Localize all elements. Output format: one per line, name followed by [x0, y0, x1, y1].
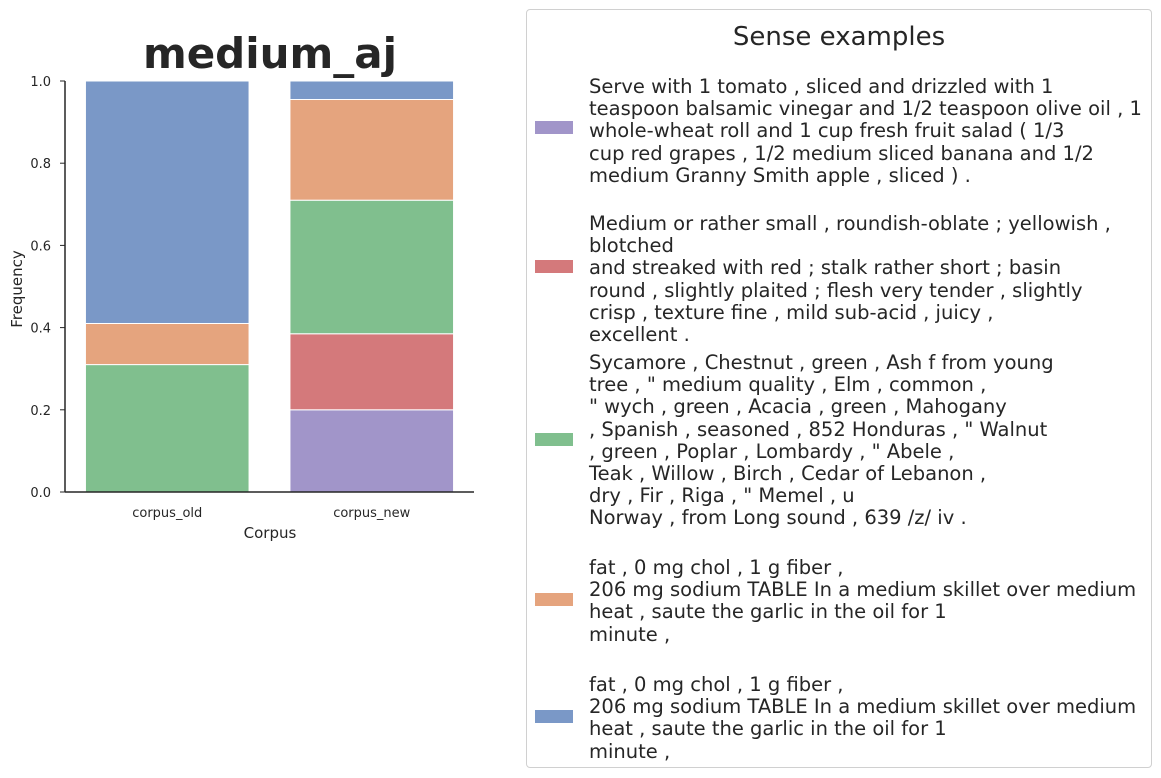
bar-segment-orange-corpus_new: [289, 98, 455, 201]
y-axis-label: Frequency: [8, 250, 26, 328]
legend-swatch-purple: [535, 121, 573, 134]
bars-group: [84, 80, 455, 493]
legend-text: Serve with 1 tomato , sliced and drizzle…: [589, 75, 1142, 187]
legend-text: fat , 0 mg chol , 1 g fiber , 206 mg sod…: [589, 556, 1137, 646]
legend: Sense examples Serve with 1 tomato , sli…: [526, 9, 1152, 768]
bar-segment-orange-corpus_old: [84, 322, 250, 366]
y-tick-label: 0.8: [30, 157, 51, 172]
y-tick-label: 1.0: [30, 75, 51, 90]
bar-segment-red-corpus_new: [289, 333, 455, 411]
bar-segment-green-corpus_new: [289, 199, 455, 335]
legend-swatch-green: [535, 433, 573, 446]
bar-segment-purple-corpus_new: [289, 409, 455, 493]
bar-segment-blue-corpus_new: [289, 80, 455, 100]
bar-segment-green-corpus_old: [84, 364, 250, 493]
x-axis-label: Corpus: [244, 524, 297, 542]
y-tick-label: 0.2: [30, 404, 51, 419]
legend-title: Sense examples: [732, 22, 946, 52]
legend-text: Medium or rather small , roundish-oblate…: [589, 212, 1111, 347]
legend-swatch-blue: [535, 710, 573, 723]
legend-text: fat , 0 mg chol , 1 g fiber , 206 mg sod…: [589, 673, 1137, 763]
legend-text: Sycamore , Chestnut , green , Ash f from…: [589, 351, 1054, 530]
x-tick-label: corpus_new: [333, 506, 410, 521]
legend-swatch-orange: [535, 593, 573, 606]
y-tick-label: 0.4: [30, 322, 51, 337]
chart-title: medium_aj: [143, 29, 397, 78]
axes-group: corpus_old corpus_new 0.0 0.2 0.4 0.6 0.8 1.0: [30, 75, 474, 521]
x-tick-label: corpus_old: [132, 506, 202, 521]
y-tick-label: 0.0: [30, 486, 51, 501]
legend-swatch-red: [535, 260, 573, 273]
y-tick-label: 0.6: [30, 239, 51, 254]
bar-segment-blue-corpus_old: [84, 80, 250, 324]
